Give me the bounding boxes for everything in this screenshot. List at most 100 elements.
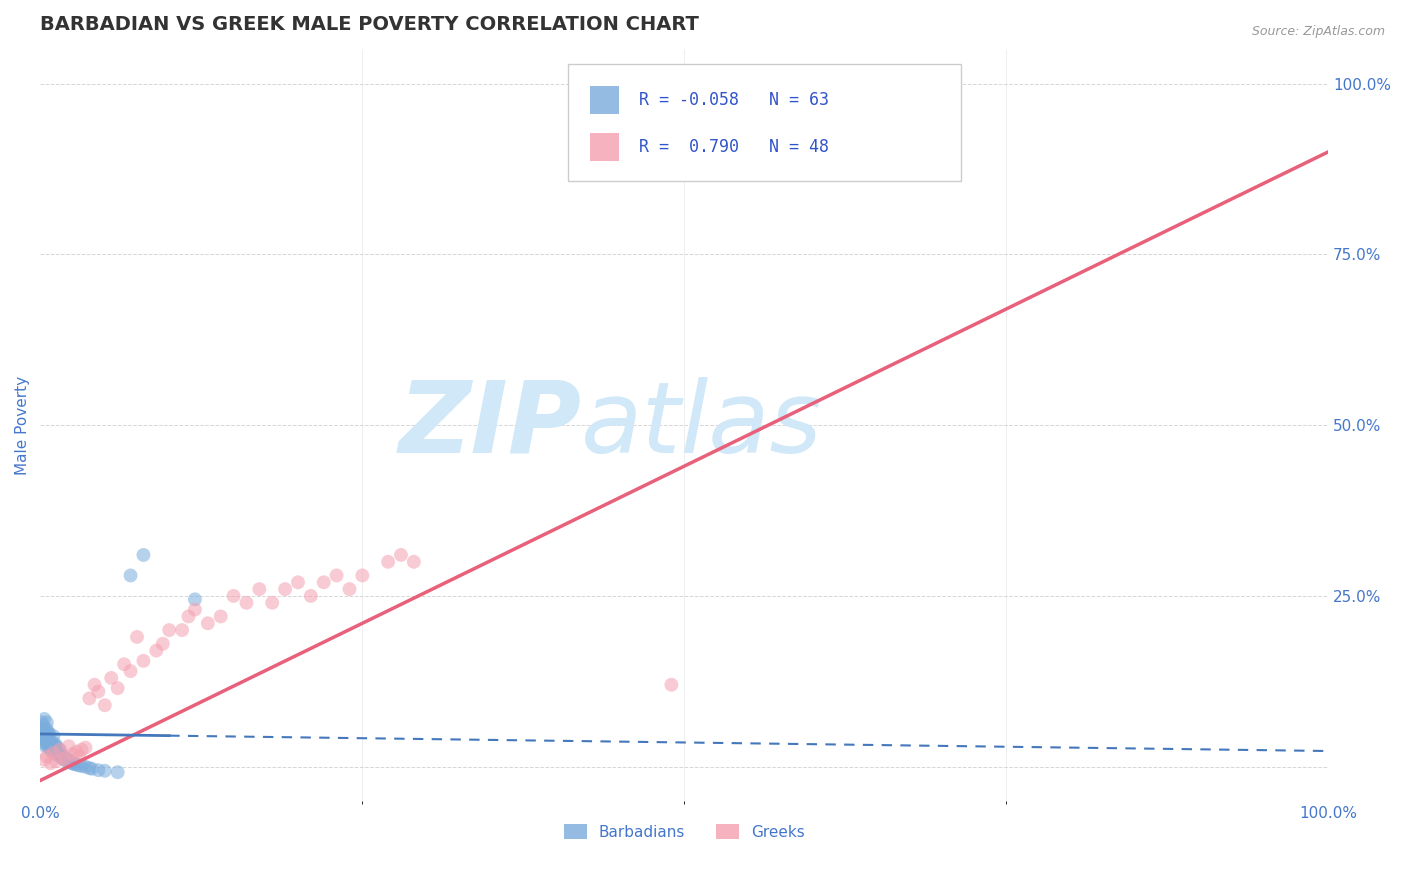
Point (55, 751, 77, 765)
Point (44, 739, 66, 754)
Point (125, 630, 148, 644)
Point (31, 722, 53, 736)
Point (48, 742, 70, 756)
Point (112, 657, 135, 672)
Point (70, 742, 93, 756)
Point (31, 715, 53, 730)
Text: ZIP: ZIP (398, 376, 581, 474)
Point (59, 754, 82, 768)
Point (37, 739, 59, 754)
Point (48, 742, 70, 756)
Point (339, 582, 361, 596)
Point (35, 736, 58, 750)
Point (184, 602, 207, 616)
Point (197, 616, 219, 631)
Point (235, 596, 257, 610)
Point (377, 555, 399, 569)
Point (35, 722, 58, 736)
Point (42, 742, 65, 756)
Point (32, 753, 55, 767)
Point (38, 727, 60, 741)
Bar (591, 133, 619, 161)
Point (48, 749, 70, 764)
Point (402, 555, 425, 569)
Point (58, 739, 80, 754)
Point (274, 582, 297, 596)
Point (37, 732, 59, 747)
Point (32, 729, 55, 743)
Point (94, 764, 117, 778)
Point (325, 568, 347, 582)
Point (120, 664, 142, 678)
Point (312, 575, 335, 590)
Point (132, 548, 155, 562)
Point (34, 732, 56, 747)
Point (65, 745, 87, 759)
Point (32, 732, 55, 747)
Text: R = -0.058   N = 63: R = -0.058 N = 63 (640, 91, 830, 109)
Point (52, 751, 75, 765)
Point (63, 756, 86, 771)
Point (48, 746, 70, 760)
Point (39, 736, 62, 750)
Point (37, 725, 59, 739)
Point (222, 589, 245, 603)
Point (62, 756, 84, 771)
Text: atlas: atlas (581, 376, 823, 474)
Point (107, 681, 129, 695)
Point (38, 740, 60, 755)
Point (39, 756, 62, 771)
Point (247, 582, 270, 596)
Point (32, 712, 55, 726)
Text: Source: ZipAtlas.com: Source: ZipAtlas.com (1251, 25, 1385, 38)
Point (352, 568, 374, 582)
Point (35, 715, 58, 730)
Point (58, 753, 80, 767)
Point (661, 678, 683, 692)
Point (299, 589, 322, 603)
Point (87, 684, 110, 698)
Point (79, 691, 101, 706)
Point (120, 568, 142, 582)
Point (42, 736, 65, 750)
FancyBboxPatch shape (568, 64, 962, 181)
Point (52, 749, 75, 764)
Point (49, 747, 72, 762)
Point (94, 698, 117, 713)
Point (45, 738, 67, 752)
Point (31, 729, 53, 743)
Point (87, 763, 110, 777)
Point (157, 623, 180, 637)
Y-axis label: Male Poverty: Male Poverty (15, 376, 30, 475)
Point (35, 749, 58, 764)
Point (67, 758, 90, 772)
Point (41, 738, 63, 752)
Point (866, 97, 889, 112)
Point (53, 753, 76, 767)
Point (67, 749, 90, 764)
Bar (591, 86, 619, 114)
Point (60, 756, 83, 770)
Text: R =  0.790   N = 48: R = 0.790 N = 48 (640, 138, 830, 156)
Point (70, 759, 93, 773)
Point (100, 671, 122, 685)
Point (42, 746, 65, 760)
Point (83, 678, 105, 692)
Legend: Barbadians, Greeks: Barbadians, Greeks (558, 818, 811, 846)
Point (287, 575, 309, 590)
Point (32, 725, 55, 739)
Point (46, 747, 69, 762)
Point (51, 751, 73, 765)
Point (209, 609, 232, 624)
Point (38, 733, 60, 747)
Text: BARBADIAN VS GREEK MALE POVERTY CORRELATION CHART: BARBADIAN VS GREEK MALE POVERTY CORRELAT… (41, 15, 699, 34)
Point (44, 746, 66, 760)
Point (46, 740, 69, 755)
Point (132, 654, 155, 668)
Point (32, 719, 55, 733)
Point (65, 757, 87, 772)
Point (45, 754, 67, 768)
Point (35, 729, 58, 743)
Point (32, 722, 55, 736)
Point (55, 753, 77, 767)
